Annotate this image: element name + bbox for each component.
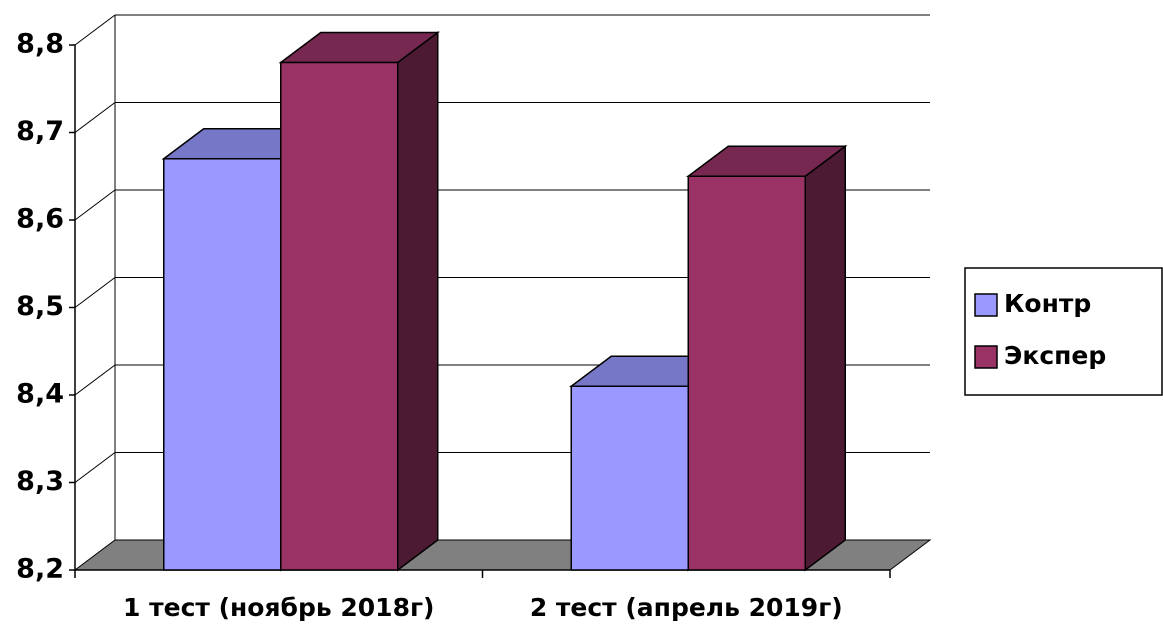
y-tick-label: 8,3 [16, 466, 64, 497]
y-tick-label: 8,4 [16, 379, 64, 410]
bar [280, 61, 399, 571]
grid-line [74, 189, 116, 221]
bar [570, 385, 689, 571]
legend-swatch [974, 345, 998, 369]
grid-line [74, 102, 116, 133]
legend-box [964, 267, 1163, 396]
legend-label: Экспер [1004, 341, 1106, 370]
grid-line [74, 14, 116, 46]
grid-line [74, 277, 116, 308]
y-tick-label: 8,7 [16, 116, 64, 147]
y-tick-label: 8,8 [16, 29, 64, 60]
bar [163, 158, 282, 571]
y-tick-label: 8,6 [16, 204, 64, 235]
y-tick-label: 8,5 [16, 291, 64, 322]
legend-label: Контр [1004, 289, 1091, 318]
bar-side [397, 31, 439, 572]
bar [687, 175, 806, 571]
bar-side [804, 144, 846, 572]
grid-line [74, 452, 116, 483]
legend-swatch [974, 293, 998, 317]
x-tick-label: 1 тест (ноябрь 2018г) [123, 593, 434, 622]
y-tick-label: 8,2 [16, 554, 64, 585]
x-tick-label: 2 тест (апрель 2019г) [530, 593, 843, 622]
grid-line [74, 364, 116, 396]
